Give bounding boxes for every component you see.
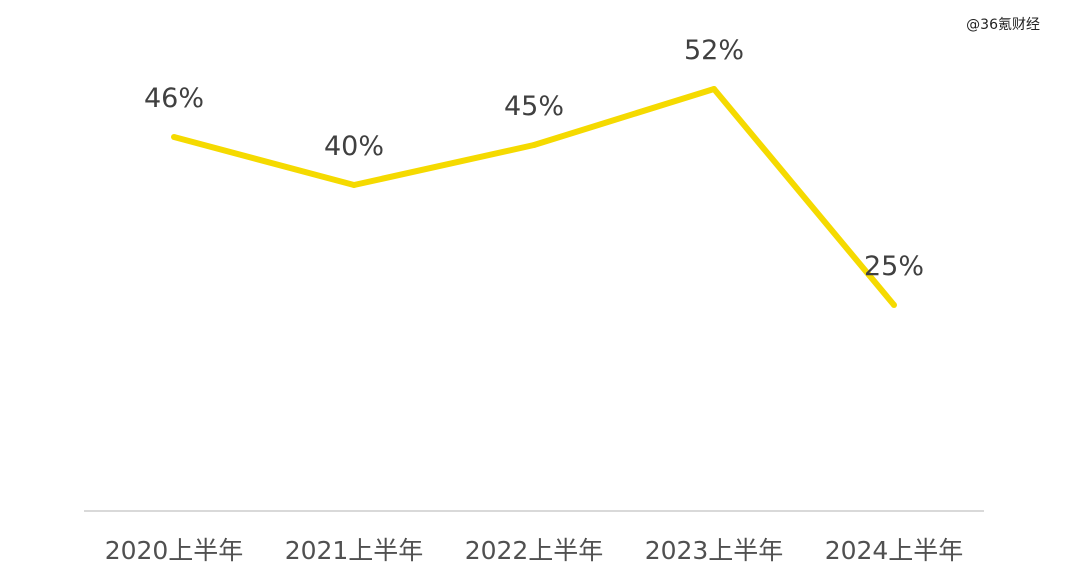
series-layer bbox=[171, 86, 897, 308]
data-point bbox=[711, 86, 717, 92]
data-label: 52% bbox=[684, 35, 744, 66]
data-label: 40% bbox=[324, 131, 384, 162]
tick-label-layer: 2020上半年 2021上半年 2022上半年 2023上半年 2024上半年 bbox=[105, 536, 964, 565]
data-label: 45% bbox=[504, 91, 564, 122]
data-point bbox=[531, 142, 537, 148]
data-label: 46% bbox=[144, 83, 204, 114]
data-point bbox=[351, 182, 357, 188]
data-label: 25% bbox=[864, 251, 924, 282]
data-point bbox=[891, 302, 897, 308]
x-tick-label: 2024上半年 bbox=[825, 536, 964, 565]
x-tick-label: 2021上半年 bbox=[285, 536, 424, 565]
x-tick-label: 2023上半年 bbox=[645, 536, 784, 565]
data-point bbox=[171, 134, 177, 140]
x-tick-label: 2020上半年 bbox=[105, 536, 244, 565]
x-tick-label: 2022上半年 bbox=[465, 536, 604, 565]
watermark: @36氪财经 bbox=[966, 17, 1040, 33]
data-label-layer: 46% 40% 45% 52% 25% bbox=[144, 35, 924, 282]
